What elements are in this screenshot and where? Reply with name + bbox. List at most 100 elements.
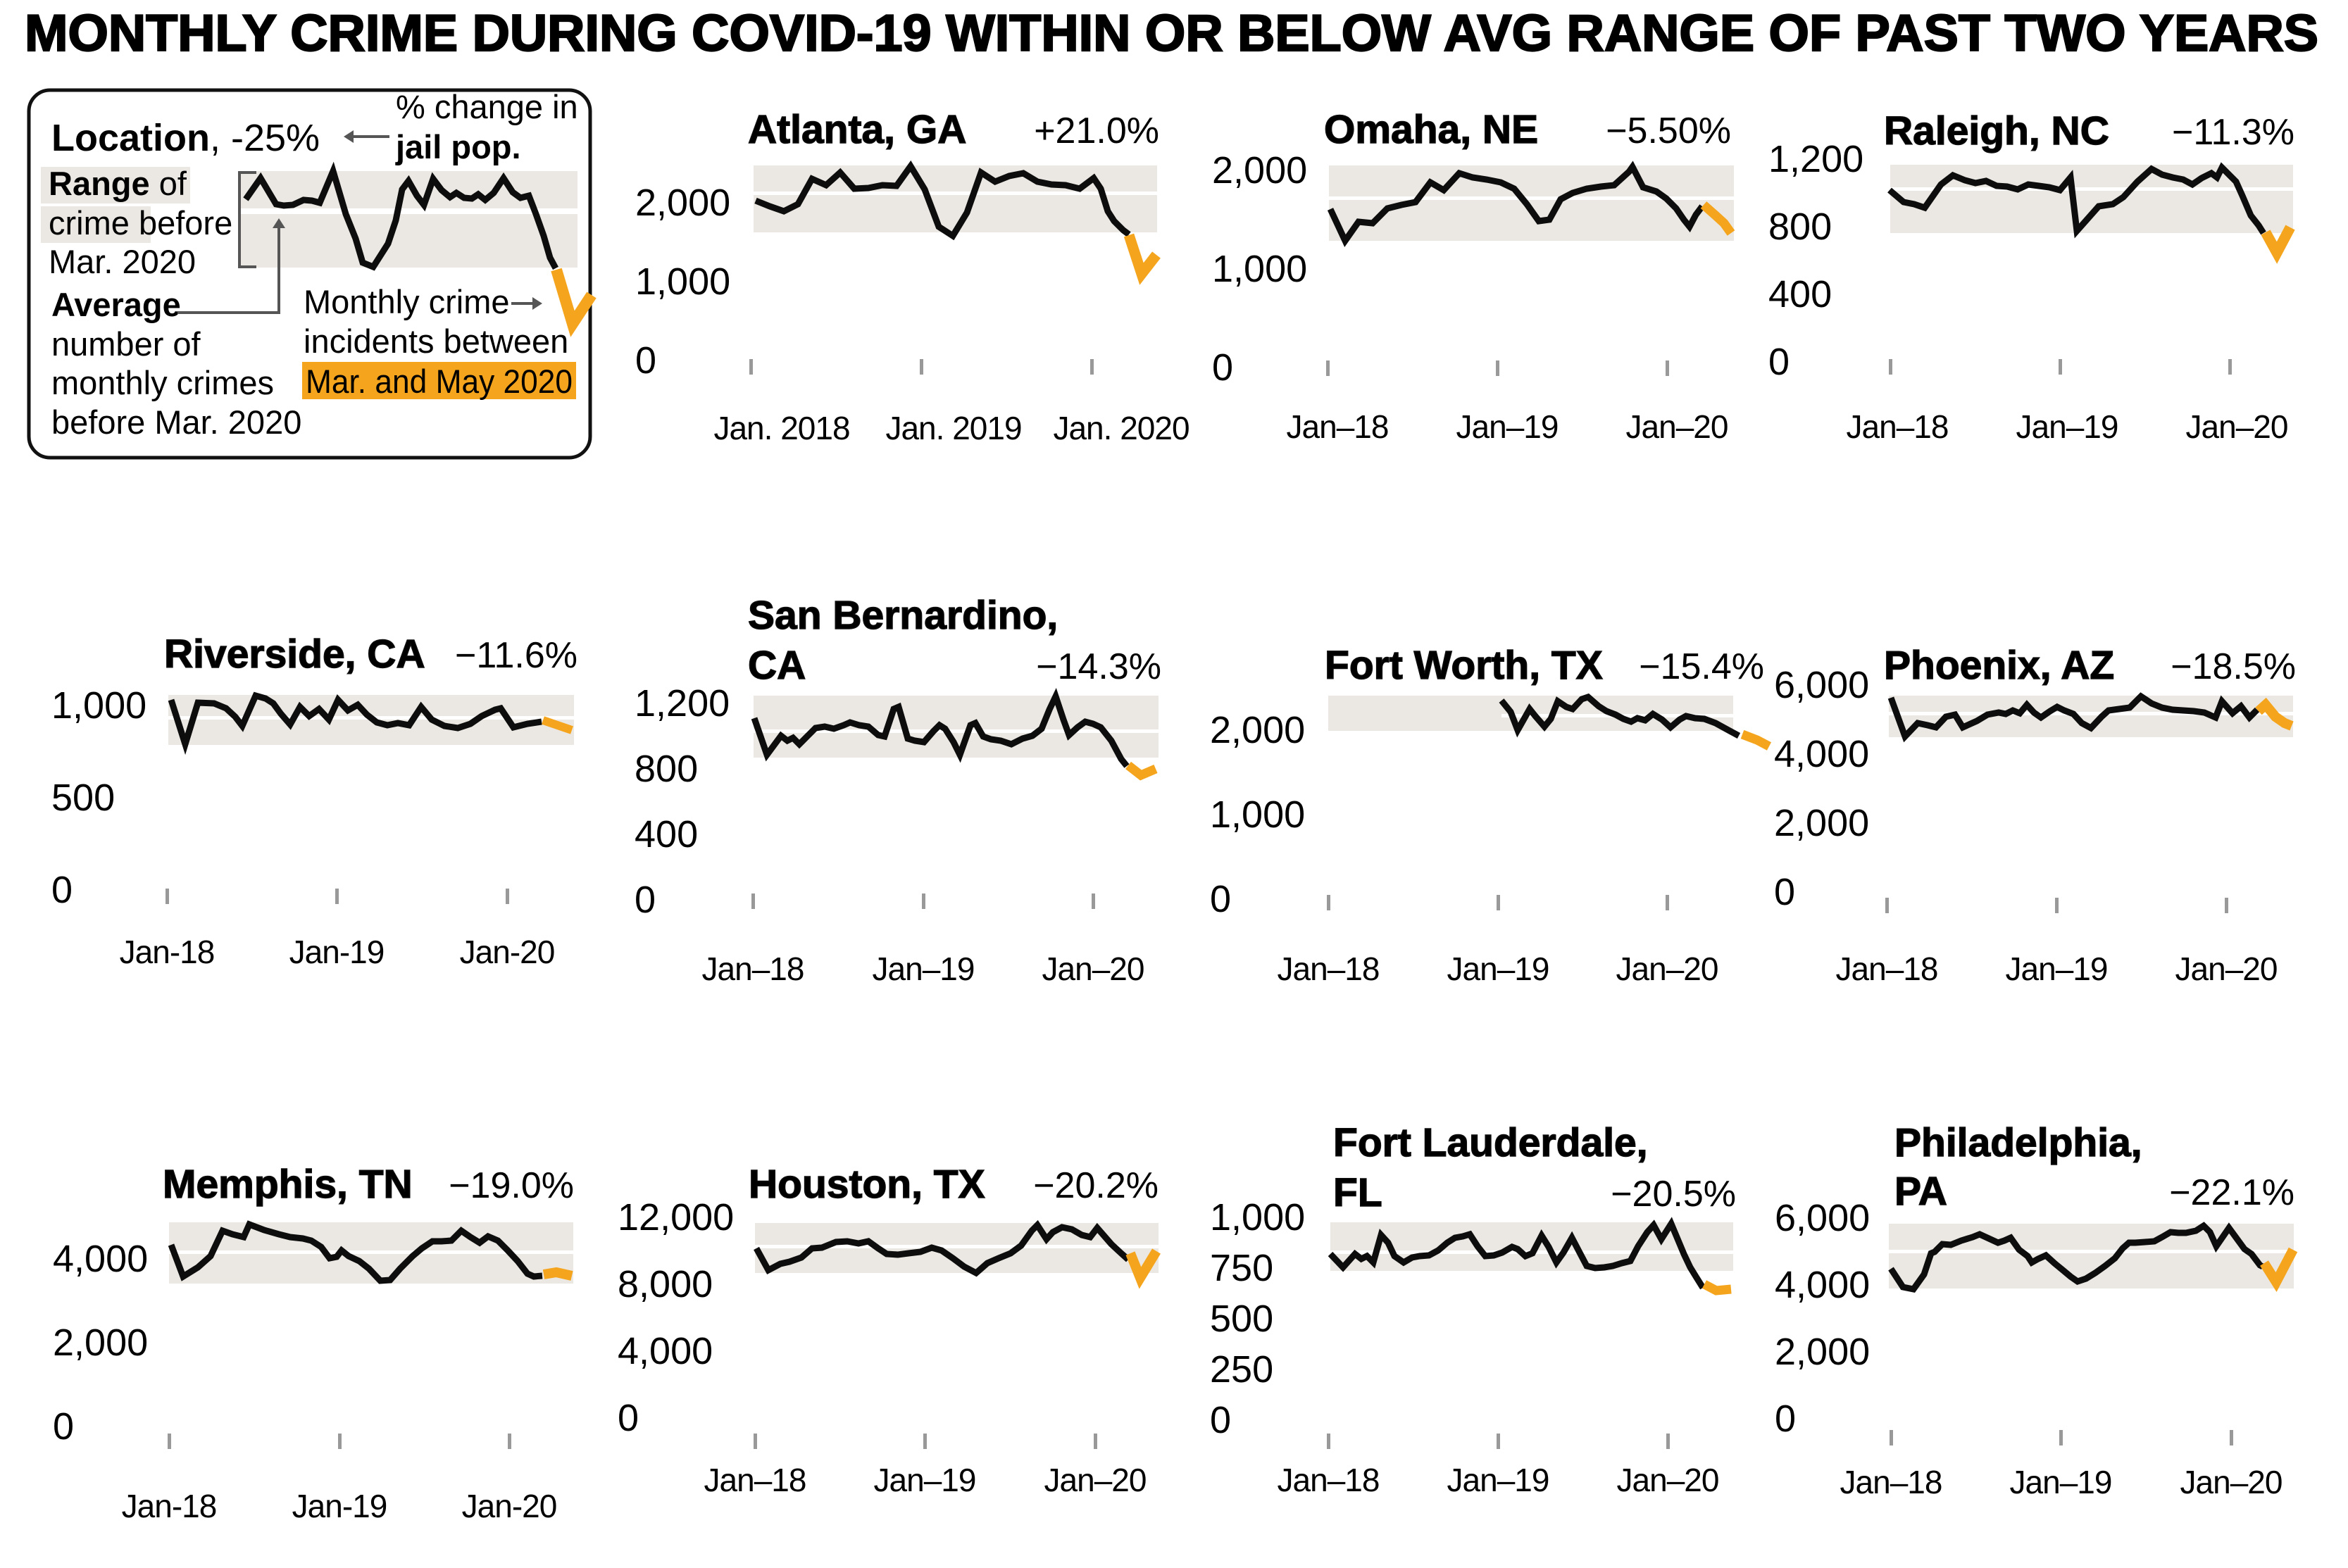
svg-text:800: 800 bbox=[1768, 206, 1832, 248]
svg-text:1,000: 1,000 bbox=[1210, 1196, 1305, 1238]
svg-text:4,000: 4,000 bbox=[1775, 1264, 1870, 1306]
svg-text:Jan-20: Jan-20 bbox=[462, 1488, 557, 1524]
svg-text:Jan. 2020: Jan. 2020 bbox=[1053, 410, 1189, 446]
svg-text:Jan–19: Jan–19 bbox=[874, 1462, 976, 1498]
svg-text:+21.0%: +21.0% bbox=[1034, 111, 1159, 151]
svg-text:4,000: 4,000 bbox=[618, 1330, 713, 1372]
svg-text:CA: CA bbox=[748, 643, 806, 688]
svg-text:Jan–19: Jan–19 bbox=[1447, 951, 1549, 987]
svg-text:PA: PA bbox=[1894, 1169, 1947, 1214]
svg-text:Jan–20: Jan–20 bbox=[2186, 408, 2288, 445]
svg-text:800: 800 bbox=[635, 748, 698, 790]
svg-text:Omaha, NE: Omaha, NE bbox=[1324, 107, 1538, 152]
svg-text:Jan-18: Jan-18 bbox=[122, 1488, 217, 1524]
svg-text:250: 250 bbox=[1210, 1348, 1273, 1391]
svg-text:1,000: 1,000 bbox=[635, 261, 730, 303]
svg-text:Jan. 2018: Jan. 2018 bbox=[713, 410, 849, 446]
svg-text:% change in: % change in bbox=[396, 88, 578, 125]
svg-text:2,000: 2,000 bbox=[635, 182, 730, 224]
svg-text:0: 0 bbox=[618, 1397, 639, 1439]
svg-text:Atlanta, GA: Atlanta, GA bbox=[748, 107, 966, 152]
svg-text:6,000: 6,000 bbox=[1775, 1197, 1870, 1239]
svg-text:1,000: 1,000 bbox=[1210, 794, 1305, 836]
svg-text:Jan–19: Jan–19 bbox=[1456, 408, 1559, 445]
svg-text:0: 0 bbox=[51, 869, 73, 911]
svg-text:2,000: 2,000 bbox=[1212, 149, 1307, 192]
svg-text:500: 500 bbox=[51, 777, 115, 819]
svg-text:Jan–20: Jan–20 bbox=[2180, 1464, 2283, 1500]
svg-text:0: 0 bbox=[1210, 878, 1231, 920]
svg-text:2,000: 2,000 bbox=[1774, 802, 1869, 844]
svg-text:−11.3%: −11.3% bbox=[2172, 112, 2294, 153]
svg-text:Fort Worth, TX: Fort Worth, TX bbox=[1325, 643, 1603, 688]
svg-text:0: 0 bbox=[1774, 871, 1795, 913]
svg-text:Jan–19: Jan–19 bbox=[2016, 408, 2118, 445]
svg-text:Jan–20: Jan–20 bbox=[1044, 1462, 1147, 1498]
svg-text:Riverside, CA: Riverside, CA bbox=[164, 632, 425, 677]
svg-text:Mar. and May 2020: Mar. and May 2020 bbox=[306, 363, 573, 400]
svg-text:FL: FL bbox=[1333, 1170, 1382, 1215]
svg-text:Jan–20: Jan–20 bbox=[1042, 951, 1144, 987]
svg-text:1,200: 1,200 bbox=[635, 682, 730, 725]
svg-text:0: 0 bbox=[1212, 346, 1233, 389]
svg-text:Jan-19: Jan-19 bbox=[292, 1488, 387, 1524]
svg-text:Average: Average bbox=[51, 286, 181, 323]
svg-text:1,000: 1,000 bbox=[1212, 248, 1307, 290]
svg-text:750: 750 bbox=[1210, 1247, 1273, 1289]
svg-text:Jan–18: Jan–18 bbox=[704, 1462, 806, 1498]
svg-text:crime before: crime before bbox=[49, 204, 232, 242]
svg-text:0: 0 bbox=[53, 1405, 74, 1448]
svg-text:−5.50%: −5.50% bbox=[1606, 111, 1731, 151]
svg-text:Jan-18: Jan-18 bbox=[120, 934, 215, 970]
svg-text:12,000: 12,000 bbox=[618, 1196, 734, 1238]
svg-text:Jan–18: Jan–18 bbox=[1278, 1462, 1380, 1498]
svg-text:Fort Lauderdale,: Fort Lauderdale, bbox=[1333, 1120, 1648, 1165]
svg-text:Mar. 2020: Mar. 2020 bbox=[49, 243, 196, 280]
svg-text:Monthly crime: Monthly crime bbox=[304, 283, 510, 320]
svg-text:Jan–18: Jan–18 bbox=[1836, 951, 1938, 987]
svg-text:6,000: 6,000 bbox=[1774, 664, 1869, 706]
svg-text:0: 0 bbox=[1210, 1399, 1231, 1441]
svg-text:Jan–18: Jan–18 bbox=[1840, 1464, 1942, 1500]
svg-text:Jan–18: Jan–18 bbox=[702, 951, 804, 987]
svg-text:Raleigh, NC: Raleigh, NC bbox=[1884, 108, 2109, 153]
svg-text:Philadelphia,: Philadelphia, bbox=[1894, 1120, 2142, 1165]
svg-text:Jan–19: Jan–19 bbox=[2006, 951, 2108, 987]
svg-text:Jan–18: Jan–18 bbox=[1847, 408, 1949, 445]
svg-text:−22.1%: −22.1% bbox=[2169, 1172, 2294, 1213]
svg-text:Jan–20: Jan–20 bbox=[1617, 1462, 1719, 1498]
svg-text:−11.6%: −11.6% bbox=[455, 635, 577, 676]
svg-text:Jan–18: Jan–18 bbox=[1278, 951, 1380, 987]
svg-text:2,000: 2,000 bbox=[1210, 709, 1305, 751]
svg-text:Phoenix, AZ: Phoenix, AZ bbox=[1884, 643, 2114, 688]
svg-text:Location, -25%: Location, -25% bbox=[51, 117, 320, 159]
svg-text:monthly crimes: monthly crimes bbox=[51, 364, 274, 401]
svg-text:number of: number of bbox=[51, 325, 201, 363]
svg-text:Jan-20: Jan-20 bbox=[460, 934, 555, 970]
svg-text:Jan–19: Jan–19 bbox=[873, 951, 975, 987]
svg-text:Jan. 2019: Jan. 2019 bbox=[885, 410, 1021, 446]
svg-text:−18.5%: −18.5% bbox=[2171, 646, 2296, 687]
svg-text:Houston, TX: Houston, TX bbox=[749, 1162, 985, 1207]
svg-text:Memphis, TN: Memphis, TN bbox=[163, 1162, 413, 1207]
svg-text:2,000: 2,000 bbox=[53, 1322, 148, 1364]
svg-text:0: 0 bbox=[635, 879, 656, 921]
svg-text:1,200: 1,200 bbox=[1768, 138, 1863, 180]
svg-text:Jan–19: Jan–19 bbox=[2010, 1464, 2112, 1500]
svg-text:8,000: 8,000 bbox=[618, 1263, 713, 1305]
svg-text:Jan–20: Jan–20 bbox=[2175, 951, 2278, 987]
svg-text:Range of: Range of bbox=[49, 165, 187, 202]
svg-text:−20.5%: −20.5% bbox=[1611, 1174, 1736, 1215]
svg-text:incidents between: incidents between bbox=[304, 322, 568, 360]
svg-text:San Bernardino,: San Bernardino, bbox=[748, 593, 1058, 638]
svg-text:0: 0 bbox=[635, 339, 656, 382]
svg-text:Jan–20: Jan–20 bbox=[1616, 951, 1718, 987]
svg-text:0: 0 bbox=[1775, 1398, 1796, 1440]
svg-text:−19.0%: −19.0% bbox=[449, 1165, 574, 1206]
svg-text:500: 500 bbox=[1210, 1298, 1273, 1340]
svg-text:MONTHLY CRIME DURING COVID-19: MONTHLY CRIME DURING COVID-19 WITHIN OR … bbox=[25, 5, 2318, 62]
svg-text:0: 0 bbox=[1768, 341, 1790, 383]
svg-text:400: 400 bbox=[1768, 273, 1832, 315]
svg-text:1,000: 1,000 bbox=[51, 684, 146, 727]
svg-text:2,000: 2,000 bbox=[1775, 1331, 1870, 1373]
